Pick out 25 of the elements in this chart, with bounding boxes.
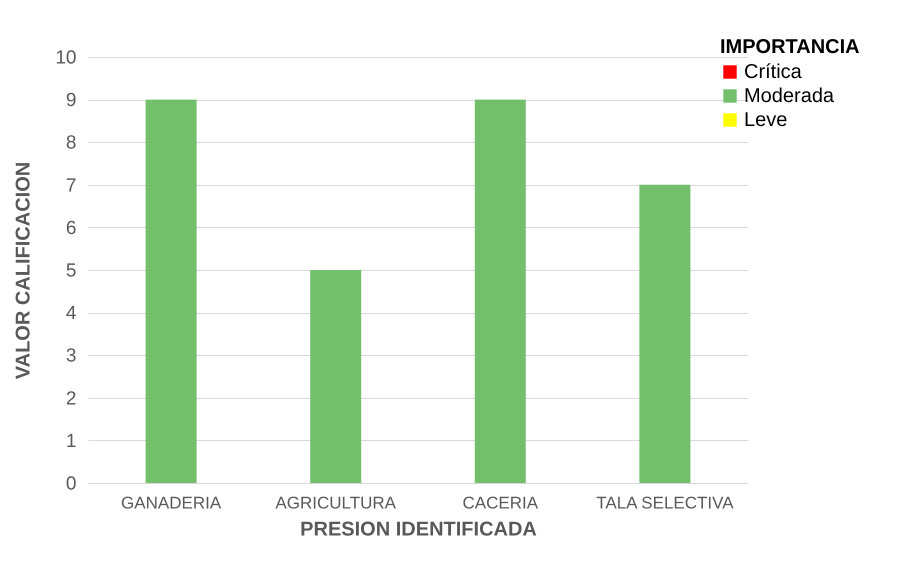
y-tick-label: 10 [55, 48, 76, 68]
x-tick-label: TALA SELECTIVA [596, 494, 734, 512]
y-tick-label: 9 [66, 90, 76, 112]
y-tick-label: 4 [66, 303, 77, 324]
legend-label: Leve [744, 109, 788, 131]
bar [310, 270, 362, 483]
x-axis-title: PRESION IDENTIFICADA [300, 518, 537, 540]
y-tick-label: 6 [66, 218, 76, 239]
legend-label: Crítica [744, 61, 803, 83]
y-axis-title: VALOR CALIFICACION [12, 162, 34, 380]
legend-label: Moderada [744, 85, 835, 107]
x-tick-label: AGRICULTURA [275, 494, 397, 512]
y-tick-label: 8 [66, 132, 76, 154]
y-tick-label: 2 [66, 388, 76, 410]
y-tick-label: 0 [66, 474, 76, 494]
bar [146, 100, 197, 483]
legend-title: IMPORTANCIA [720, 36, 860, 58]
y-tick-label: 5 [66, 260, 76, 282]
y-tick-label: 7 [66, 175, 76, 196]
x-tick-label: GANADERIA [121, 494, 222, 512]
y-tick-label: 3 [66, 346, 76, 367]
x-tick-label: CACERIA [462, 494, 539, 512]
bar [474, 100, 526, 483]
y-tick-label: 1 [66, 430, 76, 452]
bar [639, 184, 690, 483]
